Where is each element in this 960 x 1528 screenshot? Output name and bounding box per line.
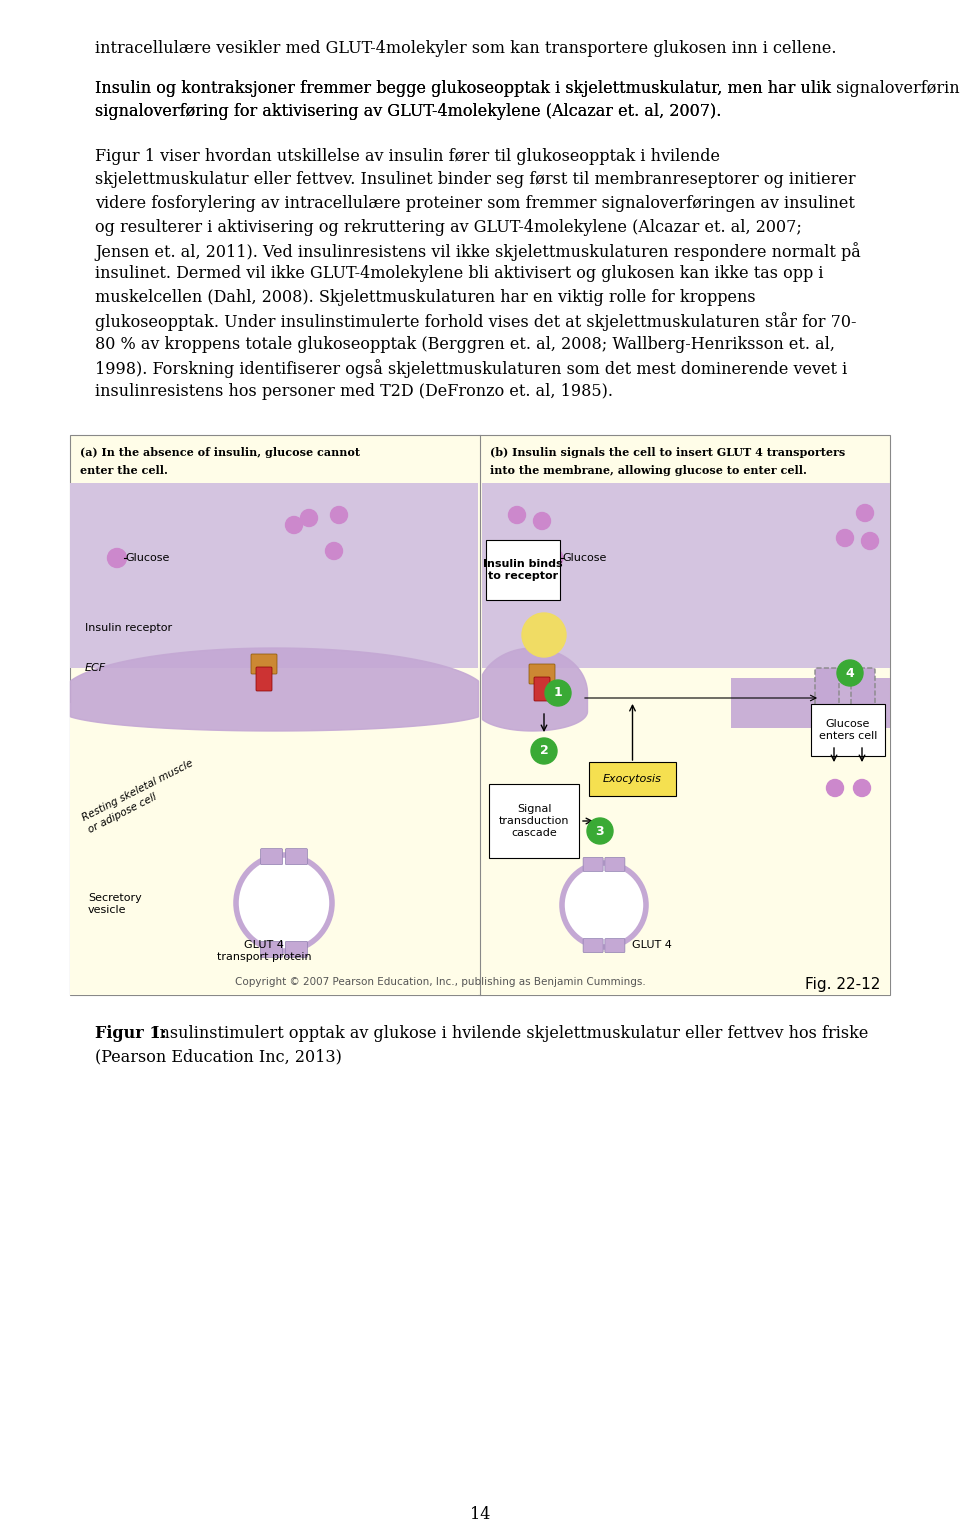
Bar [70, 483, 478, 668]
Circle shape [330, 506, 348, 524]
Text: enter the cell.: enter the cell. [80, 465, 168, 477]
Text: Exocytosis: Exocytosis [603, 775, 662, 784]
FancyBboxPatch shape [605, 857, 625, 871]
Circle shape [837, 660, 863, 686]
Text: 1998). Forskning identifiserer også skjelettmuskulaturen som det mest dominerend: 1998). Forskning identifiserer også skje… [95, 359, 848, 379]
Text: 2: 2 [540, 744, 548, 758]
Text: Insulin binds
to receptor: Insulin binds to receptor [483, 559, 563, 581]
Circle shape [522, 613, 566, 657]
FancyBboxPatch shape [260, 941, 282, 958]
Circle shape [853, 779, 871, 796]
Text: Insulin og kontraksjoner fremmer begge glukoseopptak i skjelettmuskulatur, men h: Insulin og kontraksjoner fremmer begge g… [95, 79, 831, 96]
Circle shape [325, 542, 343, 559]
Circle shape [545, 549, 563, 567]
Circle shape [562, 863, 646, 947]
Circle shape [108, 549, 127, 567]
FancyBboxPatch shape [489, 784, 579, 859]
Text: Secretory
vesicle: Secretory vesicle [88, 892, 142, 915]
FancyBboxPatch shape [285, 848, 307, 865]
Text: 80 % av kroppens totale glukoseopptak (Berggren et. al, 2008; Wallberg-Henriksso: 80 % av kroppens totale glukoseopptak (B… [95, 336, 835, 353]
Text: Jensen et. al, 2011). Ved insulinresistens vil ikke skjelettmuskulaturen respond: Jensen et. al, 2011). Ved insulinresiste… [95, 241, 861, 261]
Text: signaloverføring for aktivisering av GLUT-4molekylene (Alcazar et. al, 2007).: signaloverføring for aktivisering av GLU… [95, 104, 721, 121]
Text: signaloverføring for aktivisering av GLUT-4molekylene (Alcazar et. al, 2007).: signaloverføring for aktivisering av GLU… [95, 104, 721, 121]
Text: glukoseopptak. Under insulinstimulerte forhold vises det at skjelettmuskulaturen: glukoseopptak. Under insulinstimulerte f… [95, 313, 856, 332]
Text: Insulin receptor: Insulin receptor [85, 623, 172, 633]
Text: og resulterer i aktivisering og rekruttering av GLUT-4molekylene (Alcazar et. al: og resulterer i aktivisering og rekrutte… [95, 219, 802, 235]
Circle shape [861, 532, 878, 550]
Text: Glucose: Glucose [125, 553, 169, 562]
Circle shape [836, 530, 853, 547]
Text: into the membrane, allowing glucose to enter cell.: into the membrane, allowing glucose to e… [490, 465, 806, 477]
FancyBboxPatch shape [251, 654, 277, 674]
FancyBboxPatch shape [285, 941, 307, 958]
Bar [482, 483, 890, 668]
Text: Figur 1:: Figur 1: [95, 1025, 167, 1042]
Text: GLUT 4
transport protein: GLUT 4 transport protein [217, 940, 311, 961]
Text: GLUT 4: GLUT 4 [632, 940, 672, 950]
Text: 1: 1 [554, 686, 563, 700]
Circle shape [300, 509, 318, 527]
Bar [70, 703, 478, 995]
Text: (b) Insulin signals the cell to insert GLUT 4 transporters: (b) Insulin signals the cell to insert G… [490, 448, 845, 458]
FancyBboxPatch shape [260, 848, 282, 865]
FancyBboxPatch shape [529, 665, 555, 685]
Text: Glucose
enters cell: Glucose enters cell [819, 720, 877, 741]
Circle shape [285, 516, 302, 533]
Text: Resting skeletal muscle
or adipose cell: Resting skeletal muscle or adipose cell [80, 758, 201, 834]
Text: intracellulære vesikler med GLUT-4molekyler som kan transportere glukosen inn i : intracellulære vesikler med GLUT-4moleky… [95, 40, 836, 57]
Text: 3: 3 [596, 825, 604, 837]
Circle shape [531, 738, 557, 764]
FancyBboxPatch shape [486, 539, 560, 601]
Text: Insulin og kontraksjoner fremmer begge glukoseopptak i skjelettmuskulatur, men h: Insulin og kontraksjoner fremmer begge g… [95, 79, 960, 96]
Circle shape [236, 856, 332, 950]
Text: videre fosforylering av intracellulære proteiner som fremmer signaloverføringen : videre fosforylering av intracellulære p… [95, 196, 854, 212]
Text: (Pearson Education Inc, 2013): (Pearson Education Inc, 2013) [95, 1048, 342, 1065]
Circle shape [545, 680, 571, 706]
Text: insulinresistens hos personer med T2D (DeFronzo et. al, 1985).: insulinresistens hos personer med T2D (D… [95, 384, 613, 400]
FancyBboxPatch shape [583, 938, 603, 952]
Bar [482, 703, 890, 995]
FancyBboxPatch shape [583, 857, 603, 871]
FancyBboxPatch shape [815, 668, 839, 749]
Text: insulinet. Dermed vil ikke GLUT-4molekylene bli aktivisert og glukosen kan ikke : insulinet. Dermed vil ikke GLUT-4molekyl… [95, 266, 824, 283]
Circle shape [827, 779, 844, 796]
FancyBboxPatch shape [589, 762, 676, 796]
Text: Signal
transduction
cascade: Signal transduction cascade [499, 804, 569, 837]
Bar [731, 678, 890, 727]
Circle shape [856, 504, 874, 521]
Text: Glucose: Glucose [562, 553, 607, 562]
FancyBboxPatch shape [605, 938, 625, 952]
Text: 4: 4 [846, 666, 854, 680]
FancyBboxPatch shape [534, 677, 550, 701]
FancyBboxPatch shape [851, 668, 875, 749]
FancyBboxPatch shape [256, 668, 272, 691]
Text: skjelettmuskulatur eller fettvev. Insulinet binder seg først til membranreseptor: skjelettmuskulatur eller fettvev. Insuli… [95, 171, 855, 188]
Circle shape [509, 506, 525, 524]
Text: 14: 14 [469, 1507, 491, 1523]
Text: Insulinstimulert opptak av glukose i hvilende skjelettmuskulatur eller fettvev h: Insulinstimulert opptak av glukose i hvi… [148, 1025, 869, 1042]
Text: ECF: ECF [85, 663, 107, 672]
Circle shape [587, 817, 613, 843]
Circle shape [534, 512, 550, 530]
Text: muskelcellen (Dahl, 2008). Skjelettmuskulaturen har en viktig rolle for kroppens: muskelcellen (Dahl, 2008). Skjelettmusku… [95, 289, 756, 306]
Text: Figur 1 viser hvordan utskillelse av insulin fører til glukoseopptak i hvilende: Figur 1 viser hvordan utskillelse av ins… [95, 148, 720, 165]
FancyBboxPatch shape [811, 704, 885, 756]
Bar [70, 435, 890, 995]
Text: Copyright © 2007 Pearson Education, Inc., publishing as Benjamin Cummings.: Copyright © 2007 Pearson Education, Inc.… [234, 976, 645, 987]
Text: Fig. 22-12: Fig. 22-12 [804, 976, 880, 992]
Text: (a) In the absence of insulin, glucose cannot: (a) In the absence of insulin, glucose c… [80, 448, 360, 458]
